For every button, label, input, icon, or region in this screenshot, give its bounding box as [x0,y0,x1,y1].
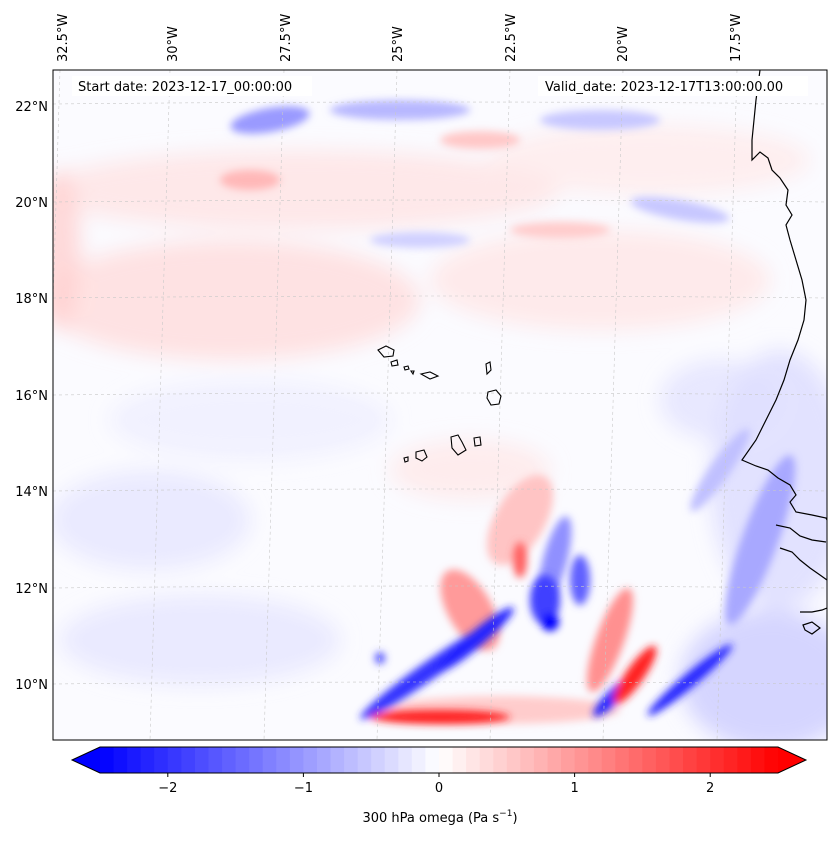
colorbar-segment [710,747,725,773]
latitude-labels: 22°N 20°N 18°N 16°N 14°N 12°N 10°N [15,100,48,693]
colorbar-tick-label: 2 [706,781,714,796]
lat-label: 16°N [15,389,48,404]
lat-label: 14°N [15,485,48,500]
colorbar-segment [574,747,589,773]
lat-label: 10°N [15,678,48,693]
colorbar-max-extension [778,747,806,773]
colorbar-segment [723,747,738,773]
colorbar-segment [384,747,399,773]
lat-label: 22°N [15,100,48,115]
colorbar-segment [642,747,657,773]
colorbar-segment [479,747,494,773]
map-frame [52,69,828,741]
colorbar-tick-label: 1 [570,781,578,796]
colorbar-segment [249,747,264,773]
colorbar-segment [669,747,684,773]
colorbar-segment [425,747,440,773]
colorbar-segment [506,747,521,773]
lat-label: 18°N [15,292,48,307]
colorbar-label: 300 hPa omega (Pa s−1) [362,809,517,826]
start-date-label: Start date: 2023-12-17_00:00:00 [78,80,292,95]
graticule [53,70,827,740]
colorbar-segment [439,747,454,773]
colorbar-segment [262,747,277,773]
colorbar-segment [628,747,643,773]
valid-date-label: Valid_date: 2023-12-17T13:00:00.00 [545,80,783,95]
lon-label: 22.5°W [504,14,519,62]
colorbar-min-extension [72,747,100,773]
colorbar-segment [750,747,765,773]
cape-verde-islands [377,345,502,463]
colorbar-segment [601,747,616,773]
omega-strong-features [360,542,733,724]
colorbar-segment [127,747,142,773]
colorbar-segment [493,747,508,773]
lon-label: 17.5°W [729,14,744,62]
omega-broad-field [53,125,827,740]
colorbar-segment [330,747,345,773]
lon-label: 25°W [391,26,406,62]
lon-label: 32.5°W [56,14,71,62]
colorbar-segment [683,747,698,773]
colorbar-segment [357,747,372,773]
colorbar-segment [344,747,359,773]
start-date-box [72,76,312,96]
colorbar-segment [276,747,291,773]
lat-label: 12°N [15,582,48,597]
colorbar [70,746,808,777]
valid-date-box [538,76,808,96]
colorbar-segment [154,747,169,773]
colorbar-segment [452,747,467,773]
colorbar-segment [615,747,630,773]
omega-fine-field [220,100,796,724]
lon-label: 27.5°W [279,14,294,62]
coastline [741,70,827,635]
colorbar-segment [764,747,779,773]
colorbar-segment [167,747,182,773]
longitude-labels: 32.5°W 30°W 27.5°W 25°W 22.5°W 20°W 17.5… [56,14,744,62]
lon-label: 30°W [166,26,181,62]
colorbar-segment [316,747,332,773]
colorbar-segment [181,747,196,773]
colorbar-segment [588,747,603,773]
colorbar-segment [696,747,711,773]
colorbar-segment [303,747,318,773]
colorbar-segment [289,747,304,773]
colorbar-tick-label: −2 [158,781,177,796]
colorbar-segment [466,747,481,773]
lon-label: 20°W [616,26,631,62]
colorbar-segment [533,747,548,773]
colorbar-segment [520,747,535,773]
colorbar-segment [655,747,671,773]
colorbar-segment [235,747,250,773]
colorbar-segment [411,747,426,773]
colorbar-tick-label: 0 [435,781,443,796]
colorbar-segment [100,747,115,773]
omega-field [53,70,827,740]
colorbar-segment [113,747,128,773]
colorbar-segment [371,747,386,773]
lat-label: 20°N [15,196,48,211]
colorbar-segment [140,747,155,773]
colorbar-segment [398,747,413,773]
colorbar-segment [222,747,237,773]
colorbar-segment [561,747,576,773]
colorbar-tick-label: −1 [294,781,313,796]
colorbar-segment [194,747,209,773]
colorbar-segment [208,747,223,773]
colorbar-segment [547,747,562,773]
colorbar-outline [70,746,808,774]
colorbar-ticks: −2 −1 0 1 2 [158,781,714,796]
colorbar-segment [737,747,752,773]
